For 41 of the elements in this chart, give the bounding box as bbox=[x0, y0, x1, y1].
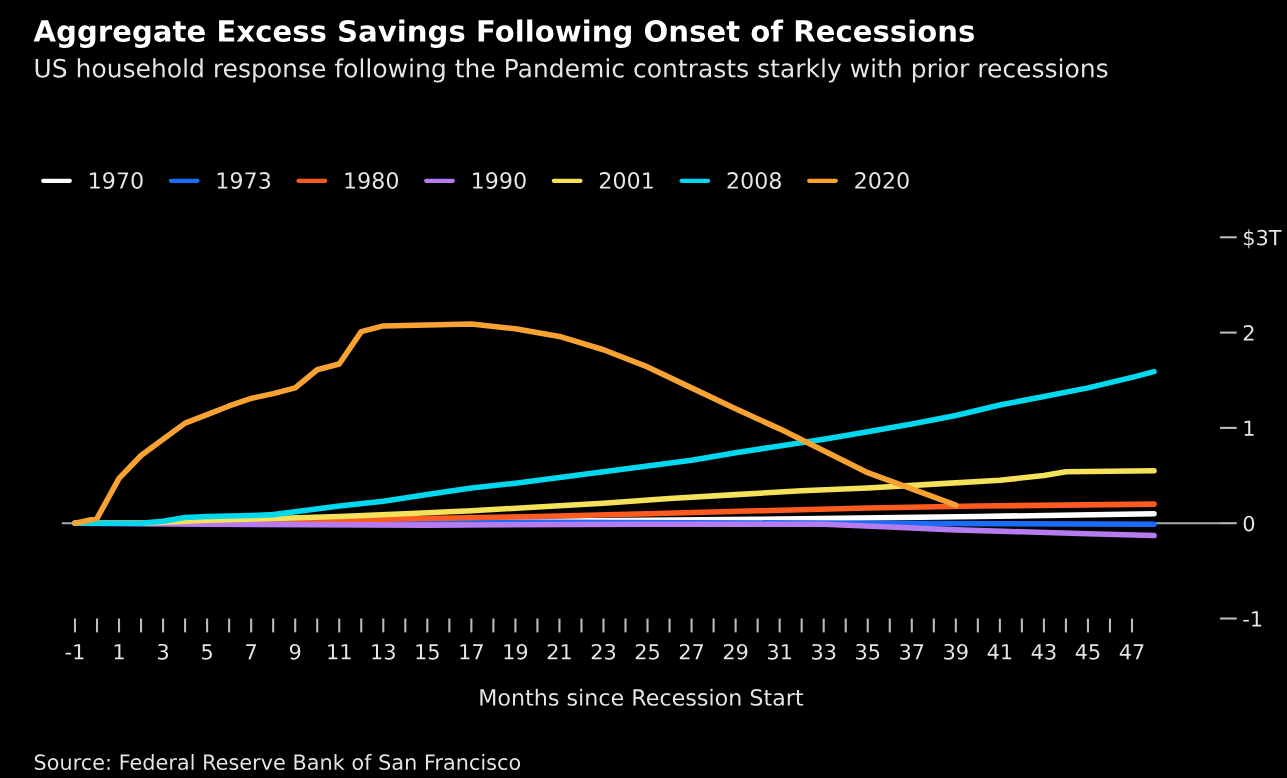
x-tick-label: 13 bbox=[372, 643, 395, 660]
x-tick-label: 11 bbox=[328, 644, 351, 660]
x-tick-label: 17 bbox=[460, 644, 483, 660]
x-tick-label: 31 bbox=[767, 643, 791, 660]
x-tick-label: 47 bbox=[1119, 644, 1144, 660]
legend-label: 2001 bbox=[599, 172, 653, 189]
legend-label: 1990 bbox=[473, 172, 526, 189]
chart-title: Aggregate Excess Savings Following Onset of Recessions bbox=[33, 19, 974, 48]
x-tick-label: 25 bbox=[635, 643, 659, 660]
x-tick-label: 15 bbox=[416, 644, 439, 660]
x-tick-label: 37 bbox=[900, 643, 924, 660]
x-tick-label: 39 bbox=[944, 643, 968, 660]
x-tick-label: 27 bbox=[679, 643, 704, 660]
legend-label: 2020 bbox=[855, 172, 909, 189]
y-tick-label: 0 bbox=[1243, 515, 1255, 532]
y-tick-label: $3T bbox=[1244, 229, 1282, 249]
x-tick-label: 45 bbox=[1075, 644, 1100, 660]
x-tick-label: 21 bbox=[547, 643, 571, 660]
x-tick-label: 9 bbox=[289, 643, 301, 660]
y-tick-label: 1 bbox=[1244, 420, 1254, 436]
x-tick-label: 5 bbox=[202, 644, 212, 660]
legend-label: 2008 bbox=[727, 172, 781, 189]
x-tick-label: 7 bbox=[246, 644, 256, 660]
legend-label: 1970 bbox=[90, 172, 143, 189]
x-tick-label: 19 bbox=[504, 643, 528, 660]
legend-label: 1973 bbox=[217, 172, 271, 189]
x-tick-label: -1 bbox=[65, 644, 84, 660]
source-note: Source: Federal Reserve Bank of San Francisco bbox=[34, 753, 521, 771]
chart-subtitle: US household response following the Pandemic contrasts starkly with prior recessions bbox=[35, 58, 1108, 83]
x-tick-label: 1 bbox=[114, 644, 124, 660]
x-tick-label: 33 bbox=[812, 643, 836, 660]
x-tick-label: 41 bbox=[987, 644, 1012, 660]
x-tick-label: 29 bbox=[723, 643, 748, 660]
y-tick-label: -1 bbox=[1243, 611, 1262, 627]
x-tick-label: 43 bbox=[1031, 643, 1056, 660]
x-tick-label: 23 bbox=[591, 643, 616, 660]
legend-label: 1980 bbox=[345, 172, 399, 189]
x-axis-title: Months since Recession Start bbox=[480, 688, 804, 706]
x-tick-label: 3 bbox=[158, 643, 169, 660]
x-tick-label: 35 bbox=[856, 643, 880, 660]
y-tick-label: 2 bbox=[1243, 325, 1254, 341]
